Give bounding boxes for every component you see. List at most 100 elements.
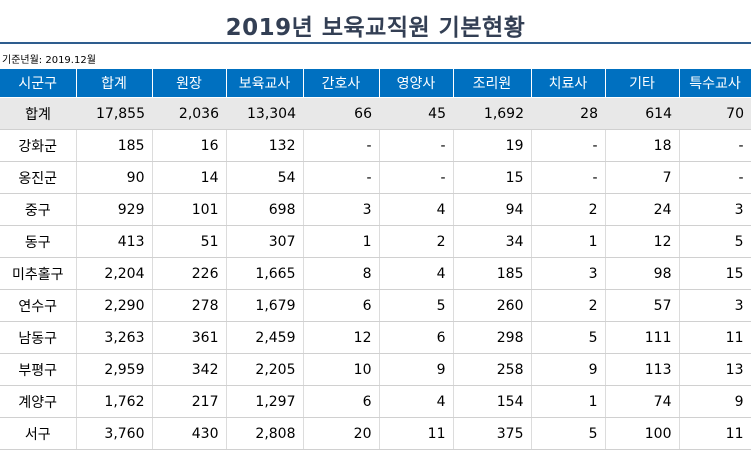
- table-cell: 74: [605, 385, 680, 418]
- table-cell: 19: [453, 129, 532, 162]
- header-total: 합계: [76, 69, 153, 98]
- table-row: 미추홀구 2,204 226 1,665 8 4 185 3 98 15: [0, 257, 751, 290]
- table-cell: -: [531, 129, 606, 162]
- table-cell: 66: [303, 97, 379, 130]
- table-cell: 100: [605, 417, 680, 450]
- table-cell: 2,459: [226, 321, 304, 354]
- table-cell: 13,304: [226, 97, 303, 130]
- table-cell: 1,692: [453, 97, 531, 130]
- region-name-cell: 옹진군: [0, 161, 77, 194]
- table-cell: 1: [531, 385, 606, 418]
- table-cell: 4: [379, 193, 454, 226]
- title-divider: [0, 42, 751, 44]
- table-cell: -: [303, 129, 380, 162]
- table-cell: 698: [226, 193, 304, 226]
- table-cell: 11: [679, 417, 751, 450]
- table-cell: 1,297: [226, 385, 304, 418]
- table-row: 중구 929 101 698 3 4 94 2 24 3: [0, 193, 751, 226]
- table-cell: 34: [453, 225, 532, 258]
- table-cell: 합계: [0, 97, 76, 130]
- table-cell: -: [379, 129, 454, 162]
- table-cell: 11: [679, 321, 751, 354]
- table-cell: 113: [605, 353, 680, 386]
- page-title: 2019년 보육교직원 기본현황: [225, 15, 526, 41]
- table-cell: 1,762: [76, 385, 153, 418]
- table-cell: 3: [303, 193, 380, 226]
- table-cell: 14: [152, 161, 227, 194]
- table-row: 부평구 2,959 342 2,205 10 9 258 9 113 13: [0, 353, 751, 386]
- header-other: 기타: [605, 69, 680, 98]
- table-cell: 3,760: [76, 417, 153, 450]
- table-cell: -: [303, 161, 380, 194]
- table-cell: 298: [453, 321, 532, 354]
- table-cell: 6: [379, 321, 454, 354]
- table-cell: 2,036: [152, 97, 226, 130]
- table-cell: 929: [76, 193, 153, 226]
- table-cell: 413: [76, 225, 153, 258]
- table-cell: 94: [453, 193, 532, 226]
- table-cell: 4: [379, 385, 454, 418]
- table-cell: 45: [379, 97, 453, 130]
- table-header-row: 시군구 합계 원장 보육교사 간호사 영양사 조리원 치료사 기타 특수교사: [0, 69, 751, 98]
- table-cell: 54: [226, 161, 304, 194]
- table-cell: 3: [679, 193, 751, 226]
- table-cell: 57: [605, 289, 680, 322]
- table-cell: 2,808: [226, 417, 304, 450]
- table-cell: 8: [303, 257, 380, 290]
- table-cell: 70: [679, 97, 751, 130]
- table-cell: 375: [453, 417, 532, 450]
- table-cell: 2,204: [76, 257, 153, 290]
- table-cell: 154: [453, 385, 532, 418]
- table-cell: 430: [152, 417, 227, 450]
- header-special-teacher: 특수교사: [679, 69, 751, 98]
- table-cell: 3: [531, 257, 606, 290]
- header-cook: 조리원: [453, 69, 532, 98]
- table-cell: 9: [379, 353, 454, 386]
- region-name-cell: 연수구: [0, 289, 77, 322]
- region-name-cell: 동구: [0, 225, 77, 258]
- table-cell: 5: [379, 289, 454, 322]
- table-cell: 15: [453, 161, 532, 194]
- table-cell: 1: [531, 225, 606, 258]
- table-row: 계양구 1,762 217 1,297 6 4 154 1 74 9: [0, 385, 751, 418]
- table-cell: 2,290: [76, 289, 153, 322]
- table-cell: 7: [605, 161, 680, 194]
- table-cell: 101: [152, 193, 227, 226]
- table-cell: 614: [605, 97, 679, 130]
- table-cell: 2: [379, 225, 454, 258]
- table-cell: 51: [152, 225, 227, 258]
- table-cell: 2: [531, 289, 606, 322]
- table-cell: -: [679, 129, 751, 162]
- table-cell: 5: [531, 417, 606, 450]
- table-cell: -: [679, 161, 751, 194]
- table-cell: 11: [379, 417, 454, 450]
- table-cell: 90: [76, 161, 153, 194]
- table-cell: 278: [152, 289, 227, 322]
- table-row: 강화군 185 16 132- -19-18-: [0, 129, 751, 162]
- table-cell: 28: [531, 97, 605, 130]
- table-cell: 10: [303, 353, 380, 386]
- region-name-cell: 부평구: [0, 353, 77, 386]
- table-cell: 12: [605, 225, 680, 258]
- region-name-cell: 서구: [0, 417, 77, 450]
- table-cell: 185: [76, 129, 153, 162]
- table-cell: -: [379, 161, 454, 194]
- table-cell: 6: [303, 289, 380, 322]
- table-cell: 2,205: [226, 353, 304, 386]
- region-name-cell: 남동구: [0, 321, 77, 354]
- table-row: 서구 3,760 430 2,808 20 11 375 5 100 11: [0, 417, 751, 450]
- table-cell: 2,959: [76, 353, 153, 386]
- table-cell: 17,855: [76, 97, 152, 130]
- table-cell: 9: [531, 353, 606, 386]
- region-name-cell: 강화군: [0, 129, 77, 162]
- total-row: 합계 17,855 2,036 13,304 66 45 1,692 28 61…: [0, 97, 751, 130]
- table-cell: 226: [152, 257, 227, 290]
- table-cell: 307: [226, 225, 304, 258]
- table-cell: 132: [226, 129, 304, 162]
- table-cell: 13: [679, 353, 751, 386]
- table-cell: 12: [303, 321, 380, 354]
- table-cell: 1,665: [226, 257, 304, 290]
- table-cell: 15: [679, 257, 751, 290]
- header-director: 원장: [152, 69, 227, 98]
- table-cell: 3: [679, 289, 751, 322]
